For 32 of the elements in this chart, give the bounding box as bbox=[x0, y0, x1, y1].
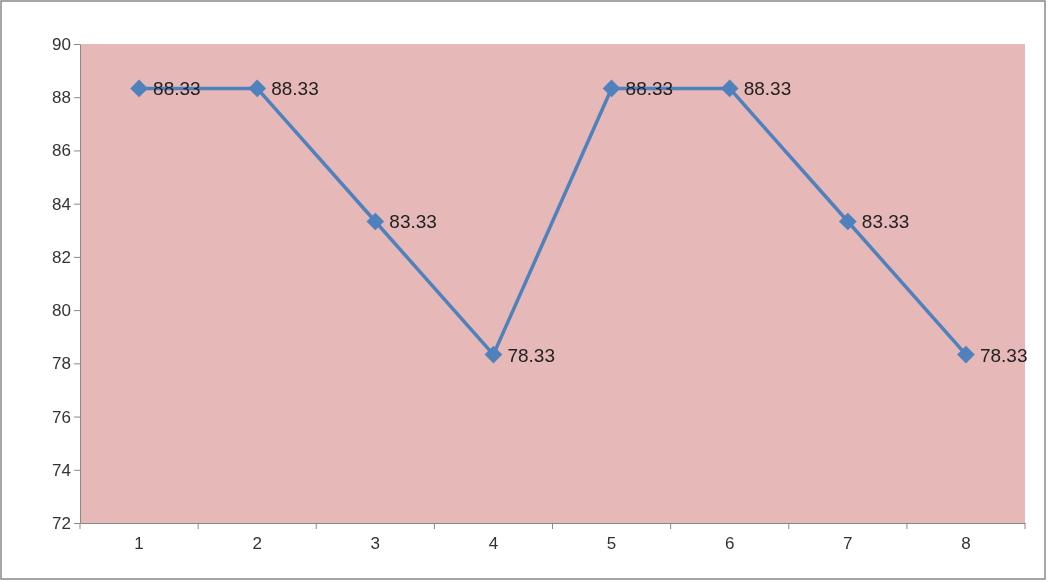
y-tick-label: 80 bbox=[52, 301, 71, 321]
y-tick-label: 88 bbox=[52, 88, 71, 108]
point bbox=[838, 212, 857, 231]
point bbox=[484, 345, 503, 364]
data-label: 83.33 bbox=[861, 211, 910, 233]
x-tick-label: 1 bbox=[134, 534, 144, 554]
data-label: 88.33 bbox=[271, 78, 319, 100]
x-tick-label: 3 bbox=[370, 534, 381, 554]
point bbox=[602, 79, 621, 98]
y-tick-label: 76 bbox=[52, 407, 71, 427]
data-label: 88.33 bbox=[743, 78, 792, 100]
point bbox=[366, 212, 385, 231]
x-tick-label: 6 bbox=[724, 534, 735, 554]
y-tick-label: 86 bbox=[52, 141, 71, 161]
y-tick-label: 74 bbox=[52, 460, 71, 480]
y-tick-label: 78 bbox=[52, 354, 71, 374]
data-label: 83.33 bbox=[389, 211, 437, 233]
data-label: 78.33 bbox=[979, 344, 1028, 366]
x-tick-label: 2 bbox=[252, 534, 262, 554]
x-tick-label: 8 bbox=[961, 534, 971, 554]
x-tick-label: 5 bbox=[606, 534, 617, 554]
y-tick-label: 84 bbox=[52, 194, 71, 214]
point bbox=[720, 79, 739, 98]
data-label: 78.33 bbox=[507, 344, 555, 366]
point bbox=[957, 345, 975, 364]
y-tick-label: 72 bbox=[52, 513, 71, 533]
point bbox=[130, 79, 148, 98]
x-tick-label: 4 bbox=[488, 534, 499, 554]
y-tick-label: 82 bbox=[52, 247, 71, 267]
point bbox=[248, 79, 267, 98]
x-tick-label: 7 bbox=[843, 534, 853, 554]
y-tick-label: 90 bbox=[52, 34, 71, 54]
